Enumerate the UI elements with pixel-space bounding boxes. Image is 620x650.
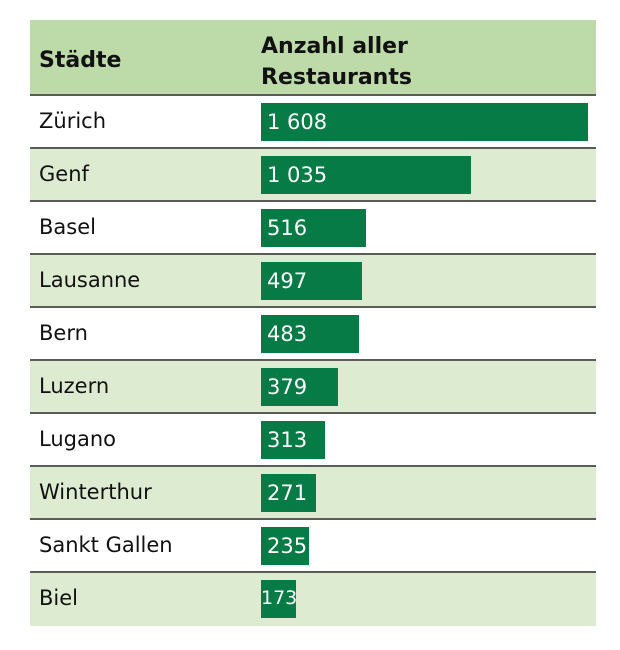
value-label: 497 [267, 269, 308, 293]
city-name: Biel [39, 586, 78, 610]
table-row: Luzern 379 [30, 361, 596, 414]
value-label: 483 [267, 322, 308, 346]
table-row: Genf 1 035 [30, 149, 596, 202]
value-bar: 271 [261, 474, 316, 512]
header-restaurant-count: Anzahl aller Restaurants [261, 31, 412, 93]
value-bar: 235 [261, 527, 309, 565]
value-label: 271 [267, 481, 308, 505]
restaurant-table: Städte Anzahl aller Restaurants Zürich 1 … [30, 20, 596, 626]
table-row: Lugano 313 [30, 414, 596, 467]
value-bar: 173 [261, 580, 298, 618]
table-row: Lausanne 497 [30, 255, 596, 308]
table-row: Basel 516 [30, 202, 596, 255]
city-name: Basel [39, 215, 96, 239]
city-name: Bern [39, 321, 88, 345]
table-row: Biel 173 [30, 573, 596, 626]
value-label: 1 608 [267, 110, 328, 134]
table-row: Winterthur 271 [30, 467, 596, 520]
value-bar: 497 [261, 262, 362, 300]
value-label: 379 [267, 375, 308, 399]
value-label: 313 [267, 428, 308, 452]
table-row: Bern 483 [30, 308, 596, 361]
value-label: 516 [267, 216, 308, 240]
value-label: 1 035 [267, 163, 328, 187]
table-row: Zürich 1 608 [30, 96, 596, 149]
value-bar: 483 [261, 315, 359, 353]
city-name: Winterthur [39, 480, 152, 504]
city-name: Luzern [39, 374, 110, 398]
city-name: Lugano [39, 427, 116, 451]
value-bar: 379 [261, 368, 338, 406]
value-bar: 313 [261, 421, 325, 459]
city-name: Genf [39, 162, 89, 186]
table-row: Sankt Gallen 235 [30, 520, 596, 573]
header-count-line2: Restaurants [261, 65, 412, 90]
value-label: 173 [261, 587, 298, 609]
city-name: Zürich [39, 109, 107, 133]
header-count-line1: Anzahl aller [261, 34, 408, 59]
value-bar: 1 608 [261, 103, 588, 141]
value-bar: 1 035 [261, 156, 471, 194]
table-body: Zürich 1 608 Genf 1 035 Basel 516 Lausanne 497 B… [30, 96, 596, 626]
city-name: Sankt Gallen [39, 533, 173, 557]
header-cities: Städte [39, 48, 122, 73]
city-name: Lausanne [39, 268, 141, 292]
value-label: 235 [267, 534, 308, 558]
value-bar: 516 [261, 209, 366, 247]
table-header: Städte Anzahl aller Restaurants [30, 20, 596, 96]
